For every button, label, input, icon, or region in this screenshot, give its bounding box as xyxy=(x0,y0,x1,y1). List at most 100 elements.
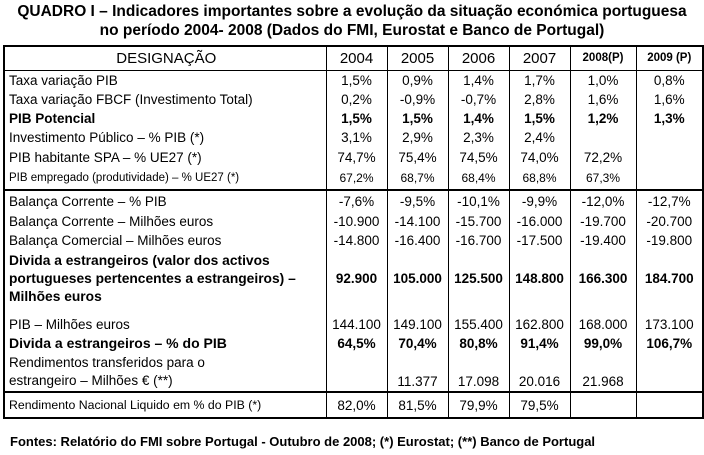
cell-value: 92.900 xyxy=(326,250,388,307)
cell-value: 2,8% xyxy=(509,90,571,109)
cell-value: 70,4% xyxy=(387,334,449,353)
cell-value: 75,4% xyxy=(387,147,449,168)
cell-value: -10.900 xyxy=(326,212,388,231)
cell-value: -0,7% xyxy=(448,90,510,109)
cell-value: 11.377 xyxy=(387,353,449,392)
cell-value xyxy=(326,353,388,392)
row-label: PIB Potencial xyxy=(4,109,327,128)
cell-value: -16.000 xyxy=(509,212,571,231)
cell-value: 1,5% xyxy=(509,109,571,128)
cell-value xyxy=(636,128,703,147)
row-label: PIB empregado (produtividade) – % UE27 (… xyxy=(4,168,327,190)
row-label: Balança Corrente – % PIB xyxy=(4,189,327,212)
cell-value: -9,5% xyxy=(387,189,449,212)
table-row: Taxa variação PIB 1,5% 0,9% 1,4% 1,7% 1,… xyxy=(4,70,703,90)
cell-value: -15.700 xyxy=(448,212,510,231)
row-label: Balança Corrente – Milhões euros xyxy=(4,212,327,231)
cell-value: -19.700 xyxy=(570,212,637,231)
table-row: Balança Comercial – Milhões euros -14.80… xyxy=(4,231,703,250)
cell-value: 68,7% xyxy=(387,168,449,190)
cell-value: 1,3% xyxy=(653,111,685,126)
cell-value: -19.400 xyxy=(570,231,637,250)
cell-value: 3,1% xyxy=(326,128,388,147)
row-label: Rendimento Nacional Liquido em % do PIB … xyxy=(4,391,327,418)
cell-value: 149.100 xyxy=(387,307,449,334)
table-row: PIB Potencial 1,5% 1,5% 1,4% 1,5% 1,2% 1… xyxy=(4,109,703,128)
cell-value: 1,5% xyxy=(326,70,388,90)
cell-value: -7,6% xyxy=(326,189,388,212)
cell-value: -20.700 xyxy=(646,214,693,229)
cell-value: 2,4% xyxy=(509,128,571,147)
cell-value: 162.800 xyxy=(509,307,571,334)
cell-value: -12,0% xyxy=(570,189,637,212)
header-year: 2007 xyxy=(509,46,571,71)
cell-value: 81,5% xyxy=(387,391,449,418)
table-title-line-1: QUADRO I – Indicadores importantes sobre… xyxy=(17,3,687,20)
cell-value: 2,9% xyxy=(387,128,449,147)
cell-value: 99,0% xyxy=(570,334,637,353)
cell-value: 1,7% xyxy=(509,70,571,90)
cell-value: 144.100 xyxy=(326,307,388,334)
cell-value: 106,7% xyxy=(646,336,693,351)
header-year: 2008(P) xyxy=(570,46,637,71)
cell-value: -9,9% xyxy=(509,189,571,212)
cell-value: 173.100 xyxy=(644,317,694,332)
cell-value: -10,1% xyxy=(448,189,510,212)
cell-value: -14.800 xyxy=(326,231,388,250)
cell-value: 0,9% xyxy=(387,70,449,90)
cell-value: -16.400 xyxy=(387,231,449,250)
cell-value: 68,4% xyxy=(448,168,510,190)
table-title-line-2: no período 2004- 2008 (Dados do FMI, Eur… xyxy=(99,22,605,39)
cell-value: 1,2% xyxy=(570,109,637,128)
header-year: 2006 xyxy=(448,46,510,71)
cell-value xyxy=(636,353,703,392)
cell-value: -0,9% xyxy=(387,90,449,109)
cell-value: 1,5% xyxy=(326,109,388,128)
table-row: Rendimentos transferidos para o estrange… xyxy=(4,353,703,392)
table-row: PIB empregado (produtividade) – % UE27 (… xyxy=(4,168,703,190)
cell-value: 0,2% xyxy=(326,90,388,109)
cell-value: 68,8% xyxy=(509,168,571,190)
cell-value: 21.968 xyxy=(570,353,637,392)
cell-value: -17.500 xyxy=(509,231,571,250)
row-label: Divida a estrangeiros – % do PIB xyxy=(4,334,327,353)
cell-value: 74,5% xyxy=(448,147,510,168)
cell-value: -19.800 xyxy=(646,233,693,248)
cell-value xyxy=(636,391,703,418)
table-row: Divida a estrangeiros – % do PIB 64,5% 7… xyxy=(4,334,703,353)
row-label: Taxa variação PIB xyxy=(4,70,327,90)
cell-value: 166.300 xyxy=(570,250,637,307)
row-label: PIB – Milhões euros xyxy=(4,307,327,334)
table-row: Rendimento Nacional Liquido em % do PIB … xyxy=(4,391,703,418)
table-row: Balança Corrente – % PIB -7,6% -9,5% -10… xyxy=(4,189,703,212)
header-year: 2005 xyxy=(387,46,449,71)
cell-value: 1,0% xyxy=(570,70,637,90)
cell-value: 0,8% xyxy=(653,73,685,88)
cell-value: 82,0% xyxy=(326,391,388,418)
cell-value: 1,6% xyxy=(570,90,637,109)
cell-value: 148.800 xyxy=(509,250,571,307)
cell-value: 79,5% xyxy=(509,391,571,418)
sources-footnote: Fontes: Relatório do FMI sobre Portugal … xyxy=(10,434,596,449)
table-row: Investimento Público – % PIB (*) 3,1% 2,… xyxy=(4,128,703,147)
table-row: Taxa variação FBCF (Investimento Total) … xyxy=(4,90,703,109)
table-row: PIB – Milhões euros 144.100 149.100 155.… xyxy=(4,307,703,334)
indicators-table: DESIGNAÇÃO 2004 2005 2006 2007 2008(P) 2… xyxy=(3,45,704,419)
cell-value: 1,6% xyxy=(653,92,685,107)
cell-value: 1,4% xyxy=(448,109,510,128)
cell-value: 105.000 xyxy=(387,250,449,307)
row-label: Divida a estrangeiros (valor dos activos… xyxy=(4,250,327,307)
cell-value xyxy=(636,168,703,190)
cell-value: 80,8% xyxy=(448,334,510,353)
header-year: 2004 xyxy=(326,46,388,71)
cell-value: -12,7% xyxy=(636,189,703,212)
cell-value: -14.100 xyxy=(387,212,449,231)
header-designation: DESIGNAÇÃO xyxy=(4,46,327,71)
row-label: Investimento Público – % PIB (*) xyxy=(4,128,327,147)
cell-value: 184.700 xyxy=(644,270,694,286)
cell-value: 79,9% xyxy=(448,391,510,418)
table-row: Divida a estrangeiros (valor dos activos… xyxy=(4,250,703,307)
cell-value: 17.098 xyxy=(448,353,510,392)
cell-value: 72,2% xyxy=(570,147,637,168)
cell-value: 64,5% xyxy=(326,334,388,353)
